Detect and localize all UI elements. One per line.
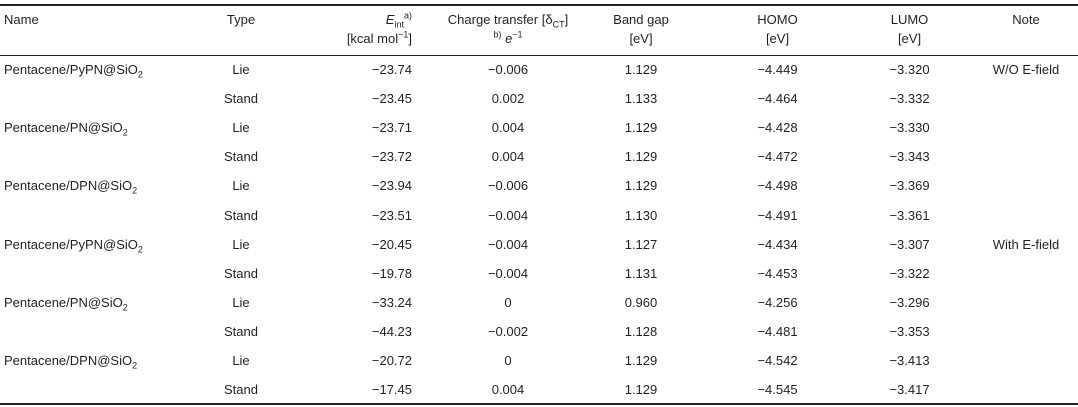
cell-type: Stand (224, 265, 258, 281)
table-header-rule (0, 55, 1078, 56)
cell-charge-transfer: −0.002 (487, 323, 529, 339)
cell-homo: −4.428 (757, 120, 798, 136)
cell-band-gap: 1.131 (624, 265, 658, 281)
table-top-rule (0, 4, 1078, 6)
cell-eint: −20.45 (371, 236, 412, 252)
cell-eint: −44.23 (371, 323, 412, 339)
cell-lumo: −3.307 (889, 236, 930, 252)
cell-homo: −4.542 (757, 353, 798, 368)
cell-eint: −20.72 (371, 353, 412, 368)
header-name: Name (4, 12, 39, 27)
cell-type: Stand (224, 323, 258, 339)
cell-homo: −4.434 (757, 236, 798, 252)
cell-type: Lie (232, 236, 250, 252)
cell-name: Pentacene/PyPN@SiO2 (4, 62, 143, 80)
cell-homo: −4.481 (757, 323, 798, 339)
cell-note: With E-field (992, 236, 1060, 252)
cell-lumo: −3.361 (889, 207, 930, 223)
cell-band-gap: 1.127 (624, 236, 658, 252)
cell-lumo: −3.369 (889, 178, 930, 194)
header-charge-transfer: Charge transfer [δCT] b) e−1 (447, 12, 569, 46)
cell-charge-transfer: −0.006 (487, 62, 529, 77)
cell-name: Pentacene/PyPN@SiO2 (4, 236, 143, 255)
cell-type: Lie (232, 294, 250, 310)
cell-eint: −23.45 (371, 91, 412, 107)
table-header: Name Type Einta) [kcal mol−1] Charge tra… (0, 10, 1078, 54)
cell-homo: −4.464 (757, 91, 798, 107)
cell-band-gap: 1.129 (624, 178, 658, 194)
cell-lumo: −3.330 (889, 120, 930, 136)
cell-lumo: −3.320 (889, 62, 930, 77)
cell-lumo: −3.332 (889, 91, 930, 107)
cell-band-gap: 1.129 (624, 120, 658, 136)
cell-charge-transfer: 0 (504, 294, 512, 310)
cell-note: W/O E-field (992, 62, 1060, 77)
cell-lumo: −3.417 (889, 382, 930, 398)
cell-name: Pentacene/DPN@SiO2 (4, 353, 138, 371)
cell-type: Lie (232, 120, 250, 136)
cell-eint: −17.45 (371, 382, 412, 398)
cell-homo: −4.491 (757, 207, 798, 223)
cell-lumo: −3.413 (889, 353, 930, 368)
cell-type: Lie (232, 353, 250, 368)
header-homo: HOMO [eV] (757, 12, 798, 46)
cell-charge-transfer: 0.004 (491, 149, 525, 165)
cell-lumo: −3.343 (889, 149, 930, 165)
cell-band-gap: 1.128 (624, 323, 658, 339)
cell-type: Stand (224, 149, 258, 165)
cell-eint: −33.24 (371, 294, 412, 310)
cell-lumo: −3.296 (889, 294, 930, 310)
cell-eint: −23.74 (371, 62, 412, 77)
cell-charge-transfer: 0.004 (491, 382, 525, 398)
cell-band-gap: 1.129 (624, 149, 658, 165)
header-eint: Einta) [kcal mol−1] (346, 10, 412, 46)
cell-charge-transfer: 0.004 (491, 120, 525, 136)
cell-band-gap: 1.129 (624, 62, 658, 77)
cell-homo: −4.498 (757, 178, 798, 194)
cell-eint: −23.94 (371, 178, 412, 194)
table-bottom-rule (0, 403, 1078, 405)
cell-band-gap: 1.129 (624, 382, 658, 398)
cell-band-gap: 1.130 (624, 207, 658, 223)
cell-homo: −4.545 (757, 382, 798, 398)
cell-charge-transfer: −0.004 (487, 265, 529, 281)
header-type: Type (226, 12, 256, 27)
cell-type: Stand (224, 382, 258, 398)
cell-name: Pentacene/PN@SiO2 (4, 294, 128, 313)
cell-eint: −23.72 (371, 149, 412, 165)
cell-band-gap: 1.133 (624, 91, 658, 107)
cell-charge-transfer: −0.006 (487, 178, 529, 194)
cell-charge-transfer: 0 (504, 353, 512, 368)
cell-homo: −4.472 (757, 149, 798, 165)
cell-name: Pentacene/PN@SiO2 (4, 120, 128, 138)
cell-type: Stand (224, 91, 258, 107)
header-note: Note (1012, 12, 1040, 27)
cell-eint: −23.71 (371, 120, 412, 136)
cell-charge-transfer: −0.004 (487, 207, 529, 223)
cell-name: Pentacene/DPN@SiO2 (4, 178, 138, 196)
cell-homo: −4.256 (757, 294, 798, 310)
cell-lumo: −3.322 (889, 265, 930, 281)
cell-band-gap: 1.129 (624, 353, 658, 368)
header-band-gap: Band gap [eV] (613, 12, 669, 46)
cell-type: Lie (232, 178, 250, 194)
cell-type: Lie (232, 62, 250, 77)
cell-homo: −4.453 (757, 265, 798, 281)
cell-charge-transfer: 0.002 (491, 91, 525, 107)
cell-charge-transfer: −0.004 (487, 236, 529, 252)
cell-lumo: −3.353 (889, 323, 930, 339)
cell-type: Stand (224, 207, 258, 223)
cell-band-gap: 0.960 (624, 294, 658, 310)
cell-eint: −19.78 (371, 265, 412, 281)
header-lumo: LUMO [eV] (890, 12, 929, 46)
cell-eint: −23.51 (371, 207, 412, 223)
cell-homo: −4.449 (757, 62, 798, 77)
